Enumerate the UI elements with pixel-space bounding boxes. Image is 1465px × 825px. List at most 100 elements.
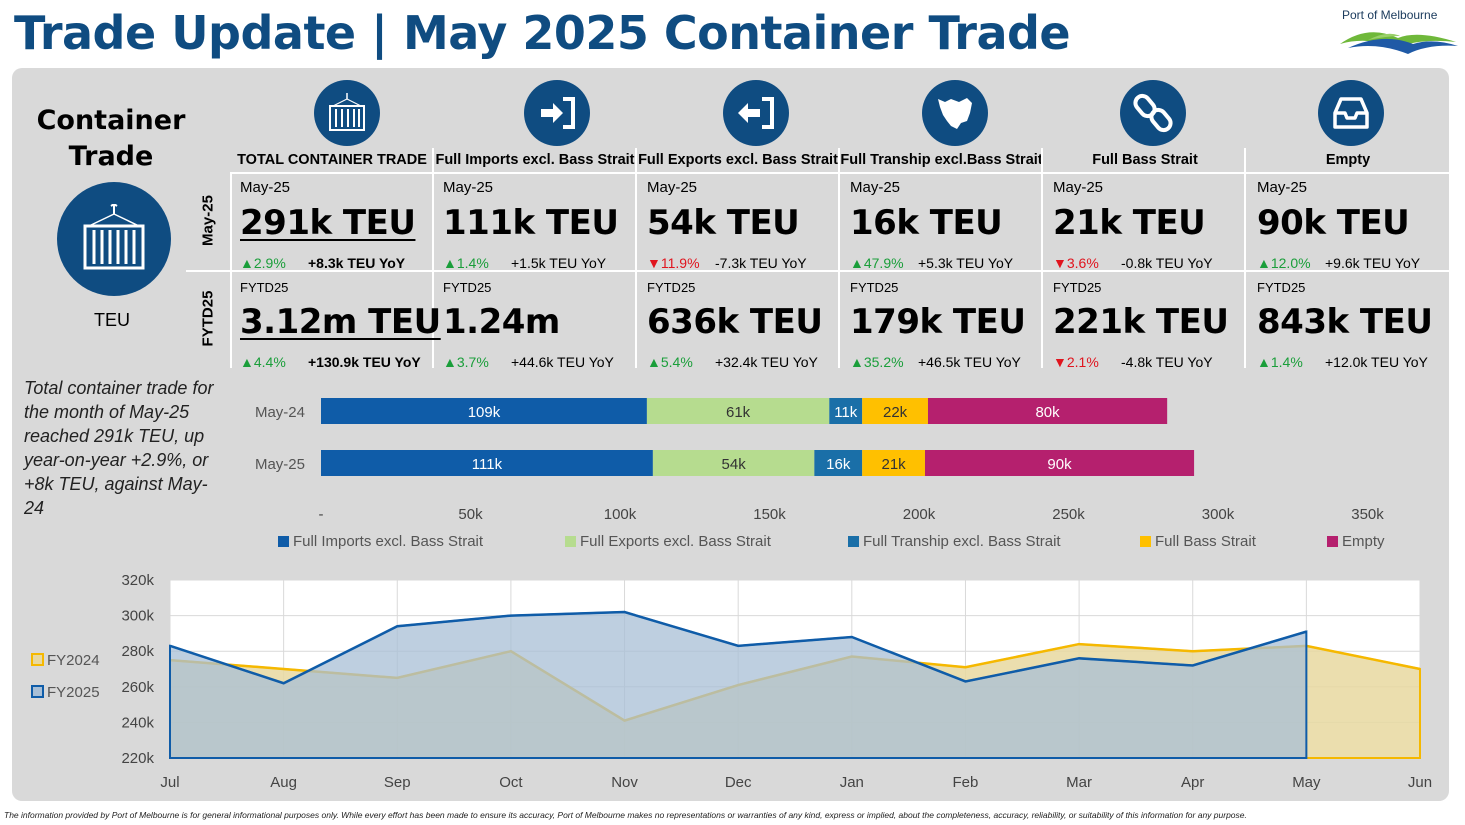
x-tick-label: Feb <box>953 774 979 791</box>
legend-swatch <box>278 536 289 547</box>
metric-value: 1.24m <box>443 302 560 342</box>
divider <box>230 172 1449 174</box>
metric-value: 3.12m TEU <box>240 302 441 342</box>
bar-segment <box>862 398 928 424</box>
yoy-change: +9.6k TEU YoY <box>1325 255 1421 271</box>
header-tranship: Full Tranship excl.Bass Strait <box>840 152 1043 168</box>
x-tick-label: Sep <box>384 774 411 791</box>
period-label: May-25 <box>240 179 291 196</box>
tasmania-map-icon <box>922 80 988 146</box>
bar-data-label: 54k <box>722 456 747 473</box>
bar-data-label: 111k <box>472 456 503 473</box>
bar-data-label: 90k <box>1047 456 1072 473</box>
bar-data-label: 11k <box>834 404 858 421</box>
change-percent: ▲5.4% <box>647 354 693 370</box>
metric-value: 179k TEU <box>850 302 1026 342</box>
change-percent: ▼11.9% <box>647 255 700 271</box>
yoy-change: +32.4k TEU YoY <box>715 354 818 370</box>
x-tick-label: 50k <box>458 506 483 523</box>
x-tick-label: May <box>1292 774 1321 791</box>
container-icon <box>314 80 380 146</box>
metric-value: 636k TEU <box>647 302 823 342</box>
y-tick-label: 240k <box>121 714 154 731</box>
metric-value: 16k TEU <box>850 203 1003 243</box>
period-label: FYTD25 <box>1257 280 1306 295</box>
divider <box>1041 148 1043 368</box>
metric-value: 843k TEU <box>1257 302 1433 342</box>
divider <box>186 270 1449 272</box>
header-exports: Full Exports excl. Bass Strait <box>638 152 838 168</box>
period-label: FYTD25 <box>443 280 492 295</box>
x-tick-label: Dec <box>725 774 752 791</box>
up-arrow-icon: ▲ <box>240 255 254 271</box>
up-arrow-icon: ▲ <box>1257 354 1271 370</box>
period-label: May-25 <box>1257 179 1308 196</box>
yoy-change: -0.8k TEU YoY <box>1121 255 1213 271</box>
x-tick-label: 100k <box>604 506 637 523</box>
up-arrow-icon: ▲ <box>443 255 457 271</box>
cell-empty-ytd: FYTD25 843k TEU ▲1.4% +12.0k TEU YoY <box>1251 274 1451 370</box>
yoy-change: +5.3k TEU YoY <box>918 255 1014 271</box>
legend-swatch <box>31 653 44 666</box>
divider <box>1244 148 1246 368</box>
x-tick-label: 150k <box>753 506 786 523</box>
yoy-change: -7.3k TEU YoY <box>715 255 807 271</box>
series-line-FY2025 <box>169 610 1307 685</box>
cell-bass-ytd: FYTD25 221k TEU ▼2.1% -4.8k TEU YoY <box>1047 274 1247 370</box>
x-tick-label: Jul <box>160 774 179 791</box>
cell-exports-ytd: FYTD25 636k TEU ▲5.4% +32.4k TEU YoY <box>641 274 841 370</box>
divider <box>432 148 434 368</box>
period-label: FYTD25 <box>850 280 899 295</box>
bar-segment <box>321 450 653 476</box>
cell-total-ytd: FYTD25 3.12m TEU ▲4.4% +130.9k TEU YoY <box>234 274 441 370</box>
bar-segment <box>927 398 1168 424</box>
port-of-melbourne-logo: Port of Melbourne <box>1338 8 1460 58</box>
cell-imports-month: May-25 111k TEU ▲1.4% +1.5k TEU YoY <box>437 175 637 271</box>
unit-label: TEU <box>94 310 130 330</box>
x-tick-label: Jun <box>1408 774 1432 791</box>
change-percent: ▲3.7% <box>443 354 489 370</box>
legend-label: Empty <box>1342 533 1385 550</box>
summary-text: Total container trade for the month of M… <box>24 378 214 518</box>
x-tick-label: 350k <box>1351 506 1384 523</box>
y-tick-label: 280k <box>121 643 154 660</box>
x-tick-label: Jan <box>840 774 864 791</box>
down-arrow-icon: ▼ <box>647 255 661 271</box>
cell-imports-ytd: FYTD25 1.24m ▲3.7% +44.6k TEU YoY <box>437 274 637 370</box>
cell-total-month: May-25 291k TEU ▲2.9% +8.3k TEU YoY <box>234 175 434 271</box>
change-percent: ▲4.4% <box>240 354 286 370</box>
change-percent: ▲2.9% <box>240 255 286 271</box>
metric-value: 90k TEU <box>1257 203 1410 243</box>
bar-data-label: 109k <box>468 404 501 421</box>
change-percent: ▲1.4% <box>1257 354 1303 370</box>
period-label: FYTD25 <box>647 280 696 295</box>
bar-data-label: 16k <box>826 456 851 473</box>
yoy-change: +8.3k TEU YoY <box>308 255 406 271</box>
x-tick-label: Nov <box>611 774 638 791</box>
y-tick-label: 220k <box>121 750 154 767</box>
legend-swatch <box>1140 536 1151 547</box>
period-label: May-25 <box>443 179 494 196</box>
y-tick-label: 300k <box>121 608 154 625</box>
page-title: Trade Update | May 2025 Container Trade <box>14 6 1071 60</box>
cell-bass-month: May-25 21k TEU ▼3.6% -0.8k TEU YoY <box>1047 175 1247 271</box>
bar-data-label: 21k <box>881 456 906 473</box>
header-bass-strait: Full Bass Strait <box>1092 152 1198 168</box>
yoy-change: +44.6k TEU YoY <box>511 354 614 370</box>
legend-swatch <box>565 536 576 547</box>
legend-label: Full Bass Strait <box>1155 533 1257 550</box>
header-total: TOTAL CONTAINER TRADE <box>237 152 427 168</box>
bar-category-label: May-25 <box>255 456 305 473</box>
section-title-line1: Container <box>36 105 186 136</box>
x-tick-label: Apr <box>1181 774 1204 791</box>
bar-segment <box>814 450 863 476</box>
bar-segment <box>652 450 815 476</box>
legend-label: Full Exports excl. Bass Strait <box>580 533 772 550</box>
yoy-change: +1.5k TEU YoY <box>511 255 607 271</box>
header-empty: Empty <box>1325 152 1371 168</box>
metric-value: 111k TEU <box>443 203 619 243</box>
cell-exports-month: May-25 54k TEU ▼11.9% -7.3k TEU YoY <box>641 175 841 271</box>
section-title: Container Trade <box>36 103 186 175</box>
metric-value: 291k TEU <box>240 203 416 243</box>
legend-label: FY2024 <box>47 652 100 669</box>
